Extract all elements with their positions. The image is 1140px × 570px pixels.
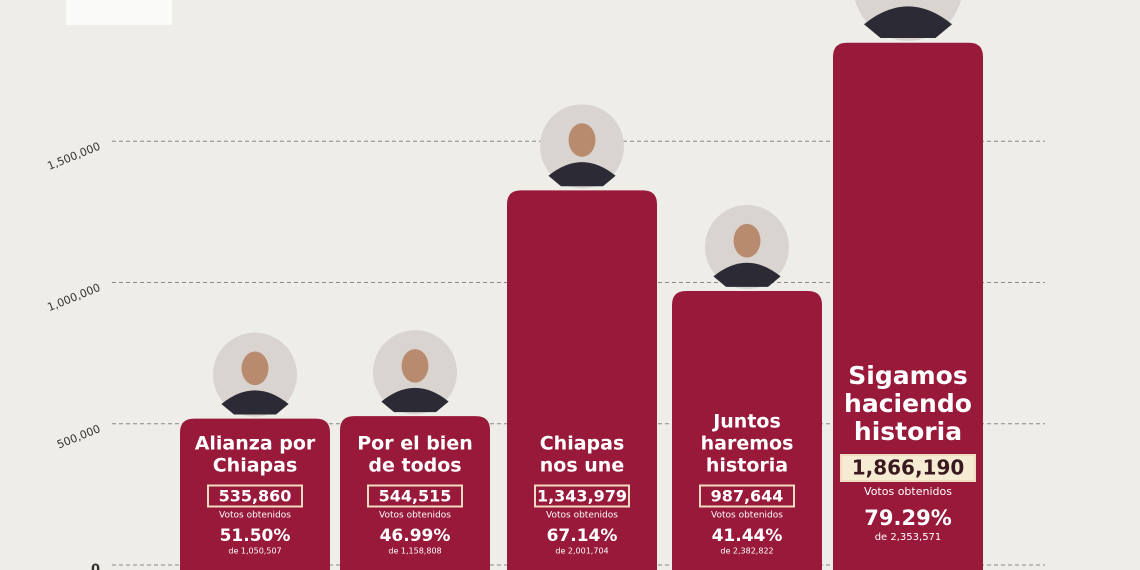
bar: [180, 418, 330, 570]
total-label: de 2,353,571: [875, 532, 942, 543]
bar-title: historia: [854, 417, 962, 446]
value-label: 1,866,190: [852, 456, 965, 480]
total-label: de 2,001,704: [555, 547, 608, 556]
portrait-face: [733, 223, 761, 258]
portrait-face: [401, 349, 429, 383]
bar-title: historia: [706, 455, 788, 477]
bar-title: Chiapas: [540, 433, 625, 455]
percent-label: 79.29%: [864, 506, 951, 530]
total-label: de 1,158,808: [388, 547, 441, 556]
bar-title: nos une: [540, 455, 624, 477]
votes-caption: Votos obtenidos: [864, 485, 952, 498]
portrait-body: [548, 162, 616, 187]
bar-title: Alianza por: [195, 433, 316, 455]
bar: [833, 42, 983, 570]
corner-panel: [66, 0, 172, 25]
votes-caption: Votos obtenidos: [546, 511, 618, 521]
portrait-body: [713, 262, 781, 287]
value-box: [367, 484, 463, 508]
votes-caption: Votos obtenidos: [379, 511, 451, 521]
value-label: 544,515: [379, 487, 452, 506]
percent-label: 67.14%: [547, 526, 618, 546]
total-label: de 1,050,507: [228, 547, 281, 556]
portrait-body: [864, 6, 952, 39]
value-label: 535,860: [219, 487, 292, 506]
bar-title: haremos: [701, 433, 794, 455]
portrait-body: [221, 390, 289, 415]
bar: [672, 290, 822, 570]
value-label: 1,343,979: [537, 487, 627, 506]
portrait-body: [381, 387, 449, 413]
value-box: [207, 484, 303, 508]
bar: [340, 416, 490, 570]
bar-title: de todos: [368, 455, 461, 477]
value-box: [699, 484, 795, 508]
total-label: de 2,382,822: [720, 547, 773, 556]
bar: [507, 190, 657, 570]
bar-title: Juntos: [711, 411, 781, 433]
percent-label: 51.50%: [220, 526, 291, 546]
bar-title: Sigamos: [848, 361, 967, 390]
y-tick-label: 0: [91, 563, 100, 570]
votes-caption: Votos obtenidos: [711, 511, 783, 521]
percent-label: 41.44%: [712, 526, 783, 546]
percent-label: 46.99%: [380, 526, 451, 546]
bar-title: Chiapas: [213, 455, 298, 477]
value-label: 987,644: [711, 487, 784, 506]
votes-caption: Votos obtenidos: [219, 511, 291, 521]
portrait-face: [241, 351, 269, 386]
value-box: [840, 454, 976, 482]
portrait-face: [568, 123, 596, 157]
value-box: [534, 484, 630, 508]
bar-title: haciendo: [844, 389, 972, 418]
bar-title: Por el bien: [357, 433, 473, 455]
